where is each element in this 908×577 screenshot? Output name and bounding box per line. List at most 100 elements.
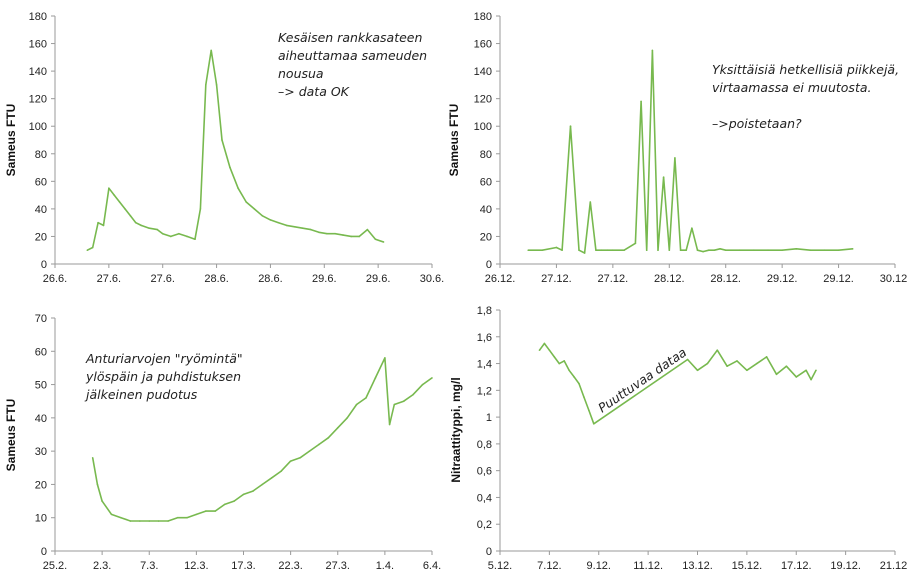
x-tick-label: 28.6. — [258, 273, 282, 285]
data-point — [229, 166, 231, 169]
data-point — [96, 483, 99, 486]
y-axis-label: Nitraattityppi, mg/l — [449, 377, 463, 482]
data-point — [775, 373, 778, 376]
data-point — [795, 248, 798, 250]
data-point — [668, 249, 671, 252]
data-point — [724, 249, 727, 252]
data-point — [134, 221, 137, 224]
y-tick-label: 1,6 — [477, 332, 492, 344]
x-tick-label: 7.3. — [140, 560, 158, 572]
y-tick-label: 70 — [35, 313, 47, 325]
data-point — [186, 516, 188, 519]
chart-panel-4: 0 0,2 0,4 0,6 0,8 1 1,2 1,4 1,6 1,8 5.12. 7.12. 9.12… — [449, 305, 908, 572]
x-tick-label: 29.12. — [823, 273, 854, 285]
y-axis-label: Sameus FTU — [4, 399, 18, 472]
data-point — [823, 249, 826, 252]
annotation-text: ylöspäin ja puhdistuksen — [85, 369, 241, 384]
y-tick-label: 0 — [486, 546, 492, 558]
data-point — [702, 250, 704, 253]
x-tick-label: 15.12. — [732, 560, 763, 572]
data-point — [374, 238, 377, 240]
data-point — [568, 369, 570, 372]
data-point — [606, 249, 609, 252]
data-point — [563, 360, 565, 362]
data-point — [706, 362, 709, 365]
data-point — [739, 249, 741, 252]
data-point — [662, 176, 665, 178]
data-point — [129, 520, 132, 522]
y-axis-label: Sameus FTU — [4, 104, 18, 177]
x-tick-label: 27.12. — [598, 273, 629, 285]
annotation-text: Anturiarvojen "ryömintä" — [85, 351, 243, 366]
x-tick-label: 17.3. — [231, 560, 255, 572]
data-point — [350, 235, 353, 238]
data-point — [194, 238, 196, 240]
data-point — [336, 427, 339, 429]
data-point — [358, 235, 361, 238]
data-point — [326, 232, 328, 235]
x-tick-label: 29.6. — [366, 273, 390, 285]
data-point — [110, 513, 113, 516]
data-point — [148, 520, 151, 522]
data-point — [674, 157, 676, 159]
data-point — [118, 201, 121, 203]
x-tick-label: 5.12. — [488, 560, 512, 572]
y-tick-label: 1 — [486, 412, 492, 424]
data-point — [101, 500, 103, 502]
data-point — [355, 403, 358, 406]
x-tick-label: 27.6. — [97, 273, 121, 285]
data-point — [346, 417, 348, 419]
data-point — [548, 349, 551, 351]
data-point — [308, 450, 311, 452]
data-point — [785, 365, 788, 368]
data-point — [726, 365, 728, 368]
y-tick-label: 120 — [474, 94, 492, 106]
annotation-text: Kesäisen rankkasateen — [278, 30, 422, 45]
data-point — [691, 227, 693, 229]
data-point — [746, 369, 748, 372]
data-point — [374, 377, 377, 379]
y-tick-label: 60 — [35, 176, 47, 188]
data-point — [809, 249, 812, 252]
data-point — [393, 403, 396, 406]
data-point — [318, 443, 320, 446]
data-point — [578, 249, 580, 252]
data-point — [600, 249, 603, 252]
data-point — [612, 249, 614, 252]
data-point — [851, 248, 854, 250]
data-point — [588, 409, 590, 412]
chart-panel-2: 0 20 40 60 80 100 120 140 160 180 26.12. 27.12. 27.1… — [447, 11, 908, 285]
data-point — [195, 513, 198, 516]
data-point — [382, 241, 385, 243]
data-point — [645, 249, 648, 252]
data-point — [120, 516, 122, 519]
data-point — [716, 349, 719, 351]
x-tick-label: 11.12. — [633, 560, 663, 572]
data-point — [402, 400, 405, 403]
data-point — [124, 208, 126, 210]
data-point — [129, 214, 132, 217]
data-point — [157, 520, 160, 522]
data-point — [837, 249, 840, 252]
y-tick-label: 180 — [29, 11, 47, 23]
data-point — [178, 232, 180, 235]
y-tick-label: 60 — [35, 346, 47, 358]
data-point — [593, 423, 595, 425]
data-point — [186, 235, 188, 238]
y-tick-label: 40 — [35, 413, 47, 425]
data-point — [102, 224, 105, 227]
data-point — [97, 221, 99, 224]
data-point — [91, 246, 94, 249]
data-point — [269, 219, 272, 221]
annotation-text: nousua — [278, 66, 324, 81]
data-point — [176, 516, 179, 519]
data-point — [685, 249, 688, 252]
data-point — [327, 437, 330, 439]
y-tick-label: 140 — [474, 66, 492, 78]
data-point — [805, 369, 807, 372]
x-tick-label: 26.12. — [485, 273, 516, 285]
data-point — [595, 249, 597, 252]
data-point — [767, 249, 769, 252]
data-point — [245, 201, 247, 203]
data-point — [555, 246, 558, 249]
